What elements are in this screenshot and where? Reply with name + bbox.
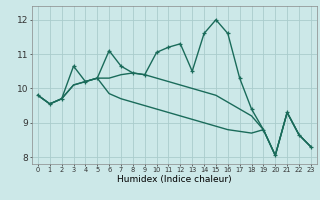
X-axis label: Humidex (Indice chaleur): Humidex (Indice chaleur) xyxy=(117,175,232,184)
